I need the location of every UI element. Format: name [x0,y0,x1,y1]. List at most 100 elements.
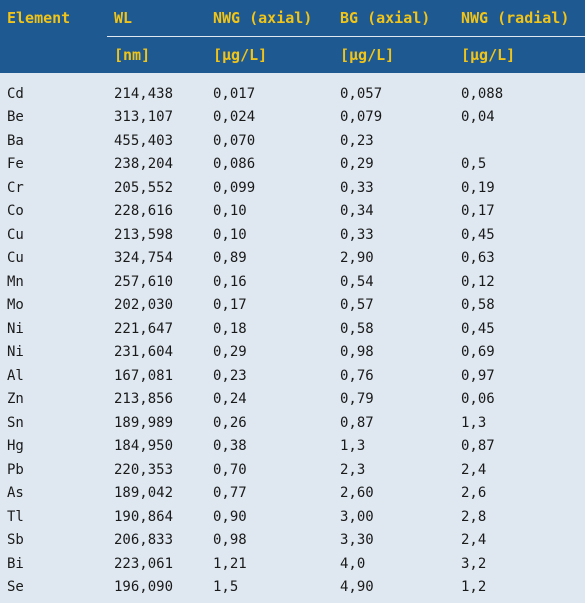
header-unit-wl: [nm] [107,37,206,74]
element-cell: Cr [0,176,107,200]
wavelength-cell: 455,403 [107,129,206,153]
header-bg-axial: BG (axial) [333,0,454,37]
header-unit-bg-axial: [µg/L] [333,37,454,74]
wavelength-cell: 231,604 [107,341,206,365]
wavelength-cell: 313,107 [107,106,206,130]
nwg-radial-cell: 2,4 [454,458,585,482]
wavelength-cell: 205,552 [107,176,206,200]
element-cell: Ni [0,341,107,365]
wavelength-cell: 196,090 [107,576,206,603]
element-cell: Sn [0,411,107,435]
element-cell: Ba [0,129,107,153]
nwg-axial-cell: 0,10 [206,200,333,224]
nwg-radial-cell: 0,87 [454,435,585,459]
nwg-axial-cell: 0,23 [206,364,333,388]
bg-axial-cell: 2,60 [333,482,454,506]
wavelength-cell: 238,204 [107,153,206,177]
nwg-axial-cell: 0,98 [206,529,333,553]
bg-axial-cell: 2,90 [333,247,454,271]
nwg-axial-cell: 0,29 [206,341,333,365]
bg-axial-cell: 0,57 [333,294,454,318]
bg-axial-cell: 1,3 [333,435,454,459]
element-cell: Fe [0,153,107,177]
nwg-radial-cell: 0,06 [454,388,585,412]
bg-axial-cell: 4,0 [333,552,454,576]
wavelength-cell: 228,616 [107,200,206,224]
nwg-axial-cell: 0,17 [206,294,333,318]
nwg-radial-cell: 2,4 [454,529,585,553]
nwg-axial-cell: 0,024 [206,106,333,130]
bg-axial-cell: 0,76 [333,364,454,388]
nwg-axial-cell: 0,099 [206,176,333,200]
header-unit-nwg-axial: [µg/L] [206,37,333,74]
nwg-radial-cell: 0,58 [454,294,585,318]
nwg-radial-cell: 0,5 [454,153,585,177]
nwg-radial-cell: 0,04 [454,106,585,130]
nwg-radial-cell: 0,63 [454,247,585,271]
bg-axial-cell: 0,23 [333,129,454,153]
element-cell: Mo [0,294,107,318]
nwg-axial-cell: 0,24 [206,388,333,412]
element-cell: Bi [0,552,107,576]
nwg-radial-cell: 0,69 [454,341,585,365]
element-cell: Sb [0,529,107,553]
element-cell: As [0,482,107,506]
element-cell: Ni [0,317,107,341]
nwg-radial-cell: 0,45 [454,317,585,341]
nwg-radial-cell: 0,17 [454,200,585,224]
wavelength-cell: 220,353 [107,458,206,482]
bg-axial-cell: 4,90 [333,576,454,603]
header-unit-nwg-radial: [µg/L] [454,37,585,74]
nwg-axial-cell: 0,017 [206,74,333,106]
wavelength-cell: 213,856 [107,388,206,412]
wavelength-cell: 214,438 [107,74,206,106]
nwg-axial-cell: 0,070 [206,129,333,153]
nwg-radial-cell [454,129,585,153]
nwg-radial-cell: 1,2 [454,576,585,603]
nwg-radial-cell: 1,3 [454,411,585,435]
element-cell: Tl [0,505,107,529]
element-cell: Se [0,576,107,603]
bg-axial-cell: 0,98 [333,341,454,365]
nwg-axial-cell: 1,5 [206,576,333,603]
nwg-axial-cell: 0,70 [206,458,333,482]
nwg-axial-cell: 0,18 [206,317,333,341]
bg-axial-cell: 0,87 [333,411,454,435]
nwg-axial-cell: 1,21 [206,552,333,576]
wavelength-cell: 190,864 [107,505,206,529]
bg-axial-cell: 0,79 [333,388,454,412]
wavelength-cell: 184,950 [107,435,206,459]
bg-axial-cell: 0,33 [333,176,454,200]
nwg-axial-cell: 0,10 [206,223,333,247]
nwg-axial-cell: 0,16 [206,270,333,294]
bg-axial-cell: 0,58 [333,317,454,341]
nwg-axial-cell: 0,26 [206,411,333,435]
element-cell: Cu [0,247,107,271]
wavelength-cell: 213,598 [107,223,206,247]
nwg-axial-cell: 0,77 [206,482,333,506]
table-header: Element WL NWG (axial) BG (axial) NWG (r… [0,0,585,74]
nwg-radial-cell: 2,6 [454,482,585,506]
wavelength-cell: 206,833 [107,529,206,553]
bg-axial-cell: 0,079 [333,106,454,130]
header-element: Element [0,0,107,37]
wavelength-cell: 257,610 [107,270,206,294]
element-cell: Co [0,200,107,224]
header-nwg-radial: NWG (radial) [454,0,585,37]
bg-axial-cell: 0,54 [333,270,454,294]
header-unit-element [0,37,107,74]
element-cell: Pb [0,458,107,482]
bg-axial-cell: 3,00 [333,505,454,529]
